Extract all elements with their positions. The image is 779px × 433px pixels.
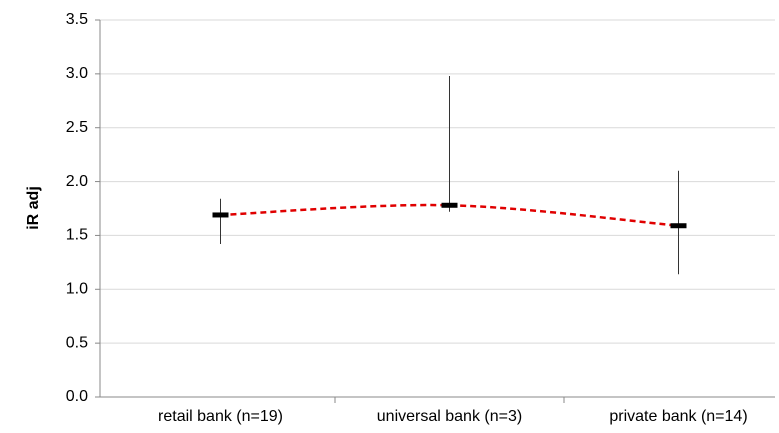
trend-line: [220, 203, 679, 227]
y-tick-label: 3.0: [66, 65, 88, 82]
mean-marker: [212, 212, 229, 218]
mean-marker: [670, 223, 687, 229]
y-tick-label: 0.0: [66, 388, 88, 405]
x-tick-label: retail bank (n=19): [158, 408, 283, 425]
x-tick-label: universal bank (n=3): [377, 408, 522, 425]
y-tick-label: 3.5: [66, 11, 88, 28]
y-tick-label: 0.5: [66, 334, 88, 351]
mean-marker: [441, 202, 458, 208]
y-tick-label: 1.5: [66, 227, 88, 244]
y-tick-label: 2.5: [66, 119, 88, 136]
y-tick-label: 2.0: [66, 173, 88, 190]
y-axis-label: iR adj: [25, 186, 42, 230]
y-tick-label: 1.0: [66, 281, 88, 298]
x-tick-label: private bank (n=14): [609, 408, 747, 425]
